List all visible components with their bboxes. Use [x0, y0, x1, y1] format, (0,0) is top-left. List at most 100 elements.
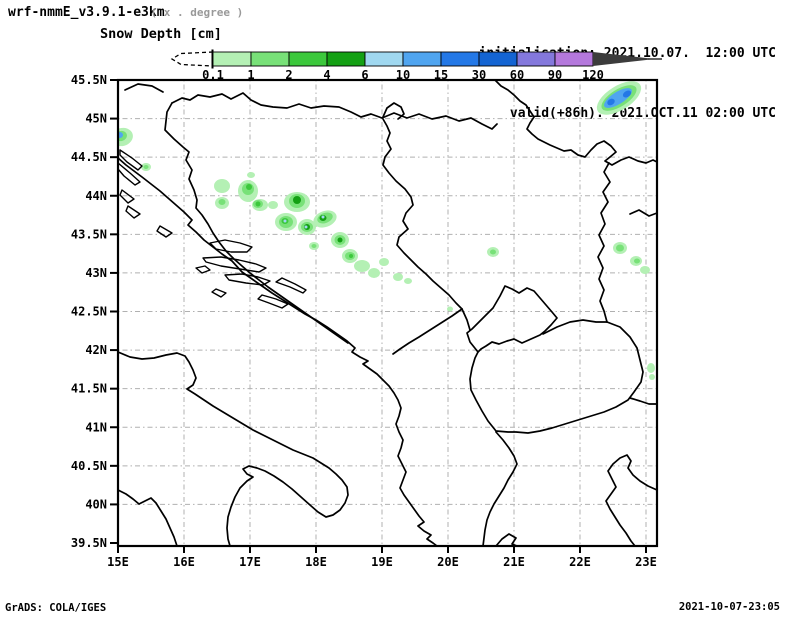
island-outline: [275, 277, 307, 294]
colorbar-level-label: 10: [396, 68, 410, 82]
snow-blob: [214, 179, 230, 193]
lon-label: 22E: [569, 555, 591, 569]
island-outline: [156, 225, 173, 238]
slovenia-croatia-border: [124, 83, 164, 93]
colorbar-overflow-arrow: [593, 52, 655, 66]
snow-blob: [218, 199, 226, 205]
colorbar-segment: [364, 51, 404, 67]
lat-label: 40N: [85, 497, 107, 511]
grads-credit: GrADS: COLA/IGES: [5, 602, 107, 614]
lon-label: 20E: [437, 555, 459, 569]
lon-label: 21E: [503, 555, 525, 569]
snow-blob: [354, 260, 370, 272]
colorbar-segment: [440, 51, 480, 67]
lon-label: 19E: [371, 555, 393, 569]
snow-blob: [649, 374, 655, 380]
lat-label: 45.5N: [71, 73, 107, 87]
montenegro-albania-border: [392, 308, 463, 355]
snow-blob: [247, 172, 255, 178]
island-outline: [211, 288, 227, 298]
colorbar-segment: [288, 51, 328, 67]
snow-blob: [268, 201, 278, 209]
snow-blob: [634, 258, 640, 264]
bosnia-west-border: [164, 102, 349, 344]
colorbar-level-label: 90: [548, 68, 562, 82]
colorbar-segment: [554, 51, 594, 67]
kosovo-border: [466, 285, 558, 353]
colorbar-segment: [516, 51, 556, 67]
macedonia-east-south-west-border: [469, 321, 644, 434]
grid-note: ( x . degree ): [150, 6, 244, 19]
greece-gulf-coast: [495, 533, 518, 547]
colorbar-segment: [478, 51, 518, 67]
lat-label: 41.5N: [71, 382, 107, 396]
macedonia-north-border: [542, 319, 608, 335]
lat-label: 44N: [85, 189, 107, 203]
snow-blob: [640, 266, 650, 274]
snow-blob: [118, 132, 123, 138]
danube-east-exit: [629, 209, 658, 217]
colorbar-underflow-arrow: [170, 51, 214, 67]
snow-blob: [490, 249, 496, 255]
snow-blob: [622, 90, 632, 98]
model-title-line: wrf-nmmE_v3.9.1-e3km( x . degree ): [8, 5, 243, 20]
colorbar-level-label: 30: [472, 68, 486, 82]
lat-label: 42.5N: [71, 305, 107, 319]
snow-blob: [337, 237, 343, 243]
map-outlines: [117, 79, 658, 547]
creation-timestamp: 2021-10-07-23:05: [678, 601, 780, 613]
snow-blob: [447, 306, 453, 312]
italy-tyrrhenian-coast: [117, 489, 178, 547]
snow-shading-layer: [118, 81, 655, 380]
snow-blob: [349, 254, 353, 258]
snow-blob: [304, 225, 308, 229]
colorbar-level-label: 120: [582, 68, 604, 82]
albania-greece-border: [482, 431, 518, 547]
island-outline: [119, 149, 143, 171]
lon-label: 15E: [107, 555, 129, 569]
colorbar-level-label: 6: [361, 68, 368, 82]
island-outline: [209, 239, 253, 253]
colorbar-level-label: 0.1: [202, 68, 224, 82]
colorbar-segment: [250, 51, 290, 67]
lon-label: 18E: [305, 555, 327, 569]
snow-blob: [379, 258, 389, 266]
colorbar-level-label: 60: [510, 68, 524, 82]
lat-label: 41N: [85, 420, 107, 434]
field-title: Snow Depth [cm]: [100, 26, 222, 42]
lon-label: 23E: [635, 555, 657, 569]
island-outline: [224, 273, 271, 286]
colorbar-segment: [402, 51, 442, 67]
bulgaria-greece-border: [629, 397, 658, 405]
colorbar-segment: [326, 51, 366, 67]
lon-label: 17E: [239, 555, 261, 569]
colorbar-level-label: 4: [323, 68, 330, 82]
snow-blob: [321, 215, 325, 219]
colorbar-level-label: 15: [434, 68, 448, 82]
lat-label: 43N: [85, 266, 107, 280]
snow-blob: [283, 219, 287, 223]
island-outline: [202, 256, 267, 273]
snow-blob: [616, 244, 624, 252]
lat-label: 39.5N: [71, 536, 107, 550]
snow-blob: [368, 268, 380, 278]
snow-blob: [393, 273, 403, 281]
snow-blob: [311, 244, 317, 248]
lon-label: 16E: [173, 555, 195, 569]
lat-label: 43.5N: [71, 227, 107, 241]
snow-blob: [647, 363, 655, 373]
map-frame: [116, 78, 659, 548]
lat-label: 40.5N: [71, 459, 107, 473]
island-outline: [257, 294, 289, 309]
snow-blob: [404, 278, 412, 284]
lat-label: 44.5N: [71, 150, 107, 164]
snow-blob: [255, 201, 261, 207]
adriatic-coast: [117, 157, 438, 547]
greece-epirus-coast: [605, 454, 658, 547]
snow-blob: [293, 196, 301, 204]
montenegro-kosovo-link: [461, 308, 471, 331]
drina-border: [382, 118, 463, 310]
lat-label: 45N: [85, 112, 107, 126]
